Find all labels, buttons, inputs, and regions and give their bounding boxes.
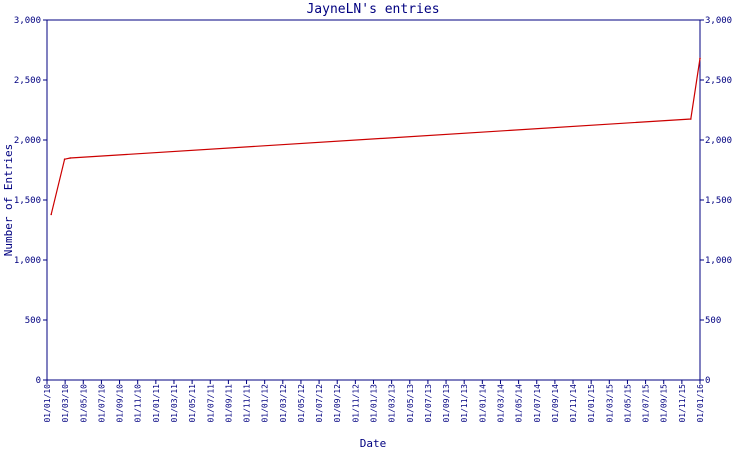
x-tick-label: 01/05/11 [188,384,197,423]
x-tick-label: 01/11/10 [134,384,143,423]
x-tick-label: 01/07/12 [315,384,324,423]
ticks-layer: 0 0 500 500 1,000 1,000 1,500 1,500 2,000 2,000 2,… [14,16,732,423]
x-tick-label: 01/11/12 [351,384,360,423]
x-tick-label: 01/09/10 [116,384,125,423]
x-tick-label: 01/03/12 [279,384,288,423]
x-tick-label: 01/11/15 [678,384,687,423]
plot-frame [46,19,701,381]
data-point [63,158,66,160]
data-point [690,118,692,120]
x-tick-label: 01/07/11 [206,384,215,423]
x-tick-label: 01/01/11 [152,384,161,423]
x-tick-label: 01/03/10 [61,384,70,423]
y-tick-label-right: 1,500 [705,196,732,206]
x-tick-label: 01/01/16 [696,384,705,423]
y-tick-label-right: 0 [705,376,710,386]
x-tick-label: 01/11/14 [569,384,578,423]
x-tick-label: 01/07/15 [642,384,651,423]
x-tick-label: 01/11/11 [243,384,252,423]
x-tick-label: 01/09/12 [333,384,342,423]
data-point [699,57,701,60]
data-point [69,157,71,159]
y-tick-label-left: 500 [25,316,41,326]
x-tick-label: 01/07/10 [97,384,106,423]
x-tick-label: 01/07/14 [533,384,542,423]
series-layer [50,57,701,216]
x-tick-label: 01/01/13 [370,384,379,423]
y-tick-label-left: 2,000 [14,136,41,146]
x-tick-label: 01/07/13 [424,384,433,423]
x-tick-label: 01/01/15 [587,384,596,423]
y-tick-label-right: 1,000 [705,256,732,266]
y-tick-label-right: 500 [705,316,721,326]
x-tick-label: 01/05/13 [406,384,415,423]
y-tick-label-right: 3,000 [705,16,732,26]
series-line [50,58,701,215]
y-tick-label-left: 1,500 [14,196,41,206]
data-point [50,213,52,216]
x-tick-label: 01/01/14 [478,384,487,423]
y-tick-label-right: 2,000 [705,136,732,146]
chart-title: JayneLN's entries [306,2,439,17]
x-tick-label: 01/09/11 [224,384,233,423]
x-tick-label: 01/09/15 [660,384,669,423]
x-tick-label: 01/09/14 [551,384,560,423]
x-tick-label: 01/01/12 [261,384,270,423]
x-tick-label: 01/05/12 [297,384,306,423]
y-tick-label-left: 0 [36,376,41,386]
y-tick-label-left: 2,500 [14,76,41,86]
y-tick-label-left: 3,000 [14,16,41,26]
x-tick-label: 01/03/11 [170,384,179,423]
x-tick-label: 01/05/15 [623,384,632,423]
x-axis-label: Date [360,437,387,450]
x-tick-label: 01/03/14 [496,384,505,423]
y-tick-label-left: 1,000 [14,256,41,266]
x-tick-label: 01/03/15 [605,384,614,423]
x-tick-label: 01/05/14 [515,384,524,423]
x-tick-label: 01/03/13 [388,384,397,423]
x-tick-label: 01/05/10 [79,384,88,423]
y-tick-label-right: 2,500 [705,76,732,86]
x-tick-label: 01/11/13 [460,384,469,423]
x-tick-label: 01/09/13 [442,384,451,423]
y-axis-label: Number of Entries [2,144,15,257]
x-tick-label: 01/01/10 [43,384,52,423]
